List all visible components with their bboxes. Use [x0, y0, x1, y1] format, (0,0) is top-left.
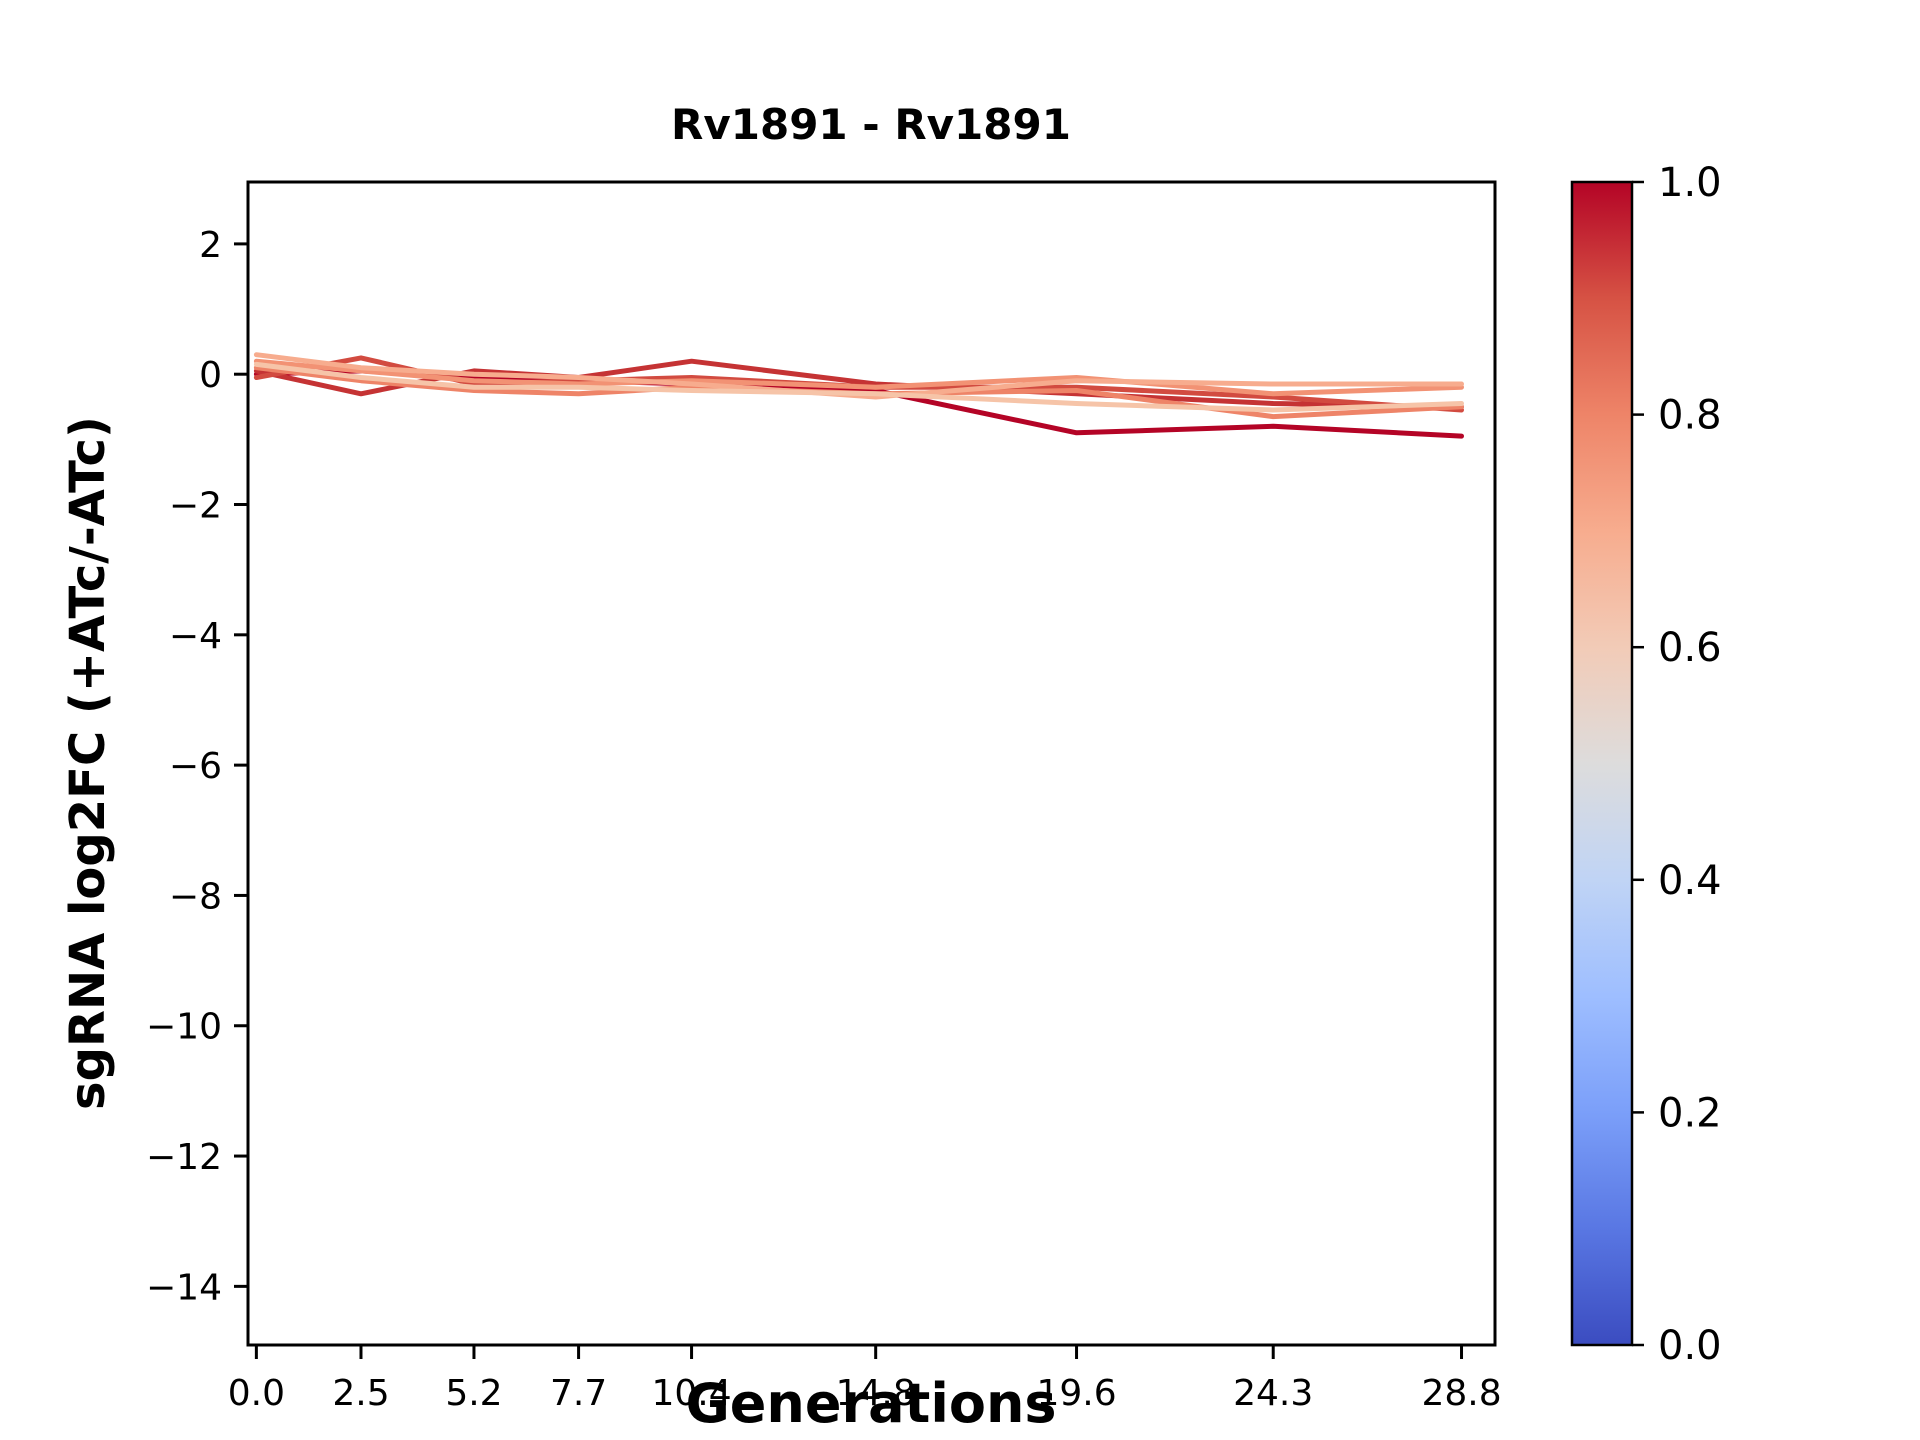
colorbar-gradient: [1570, 180, 1634, 1347]
x-tick-label: 7.7: [550, 1373, 607, 1414]
x-tick-label: 2.5: [332, 1373, 389, 1414]
plot-frame: [246, 180, 1497, 1347]
y-tick-label: −12: [146, 1137, 222, 1178]
colorbar-tick-label: 0.6: [1658, 625, 1722, 671]
y-tick-label: −10: [146, 1007, 222, 1048]
y-axis: 2 0 −2 −4 −6 −8 −10 −12 −14: [146, 225, 248, 1308]
series-lines: [253, 352, 1464, 439]
chart-title: Rv1891 - Rv1891: [671, 100, 1071, 149]
y-tick-label: −4: [169, 616, 222, 657]
y-tick-label: −2: [169, 486, 222, 527]
colorbar-tick-label: 0.4: [1658, 858, 1722, 904]
y-tick-label: −14: [146, 1267, 222, 1308]
x-tick-label: 28.8: [1421, 1373, 1501, 1414]
x-tick-label: 24.3: [1233, 1373, 1313, 1414]
y-tick-label: 0: [199, 355, 222, 396]
x-axis: 0.0 2.5 5.2 7.7 10.4 14.8 19.6 24.3 28.8: [228, 1345, 1502, 1414]
colorbar-tick-label: 0.2: [1658, 1090, 1722, 1136]
y-tick-label: −6: [169, 746, 222, 787]
series-line: [253, 361, 1464, 413]
colorbar: 1.0 0.8 0.6 0.4 0.2 0.0: [1570, 160, 1722, 1369]
x-tick-label: 0.0: [228, 1373, 285, 1414]
series-line: [253, 358, 1464, 397]
x-axis-label: Generations: [685, 1372, 1057, 1435]
y-tick-label: −8: [169, 876, 222, 917]
colorbar-tick-label: 0.8: [1658, 393, 1722, 439]
series-line: [253, 352, 1464, 400]
colorbar-tick-label: 1.0: [1658, 160, 1722, 206]
x-tick-label: 14.8: [836, 1373, 916, 1414]
y-tick-label: 2: [199, 225, 222, 266]
y-axis-label: sgRNA log2FC (+ATc/-ATc): [60, 416, 116, 1110]
colorbar-tick-label: 0.0: [1658, 1323, 1722, 1369]
series-line: [253, 355, 1464, 413]
x-tick-label: 5.2: [445, 1373, 502, 1414]
x-tick-label: 19.6: [1036, 1373, 1116, 1414]
x-tick-label: 10.4: [651, 1373, 731, 1414]
